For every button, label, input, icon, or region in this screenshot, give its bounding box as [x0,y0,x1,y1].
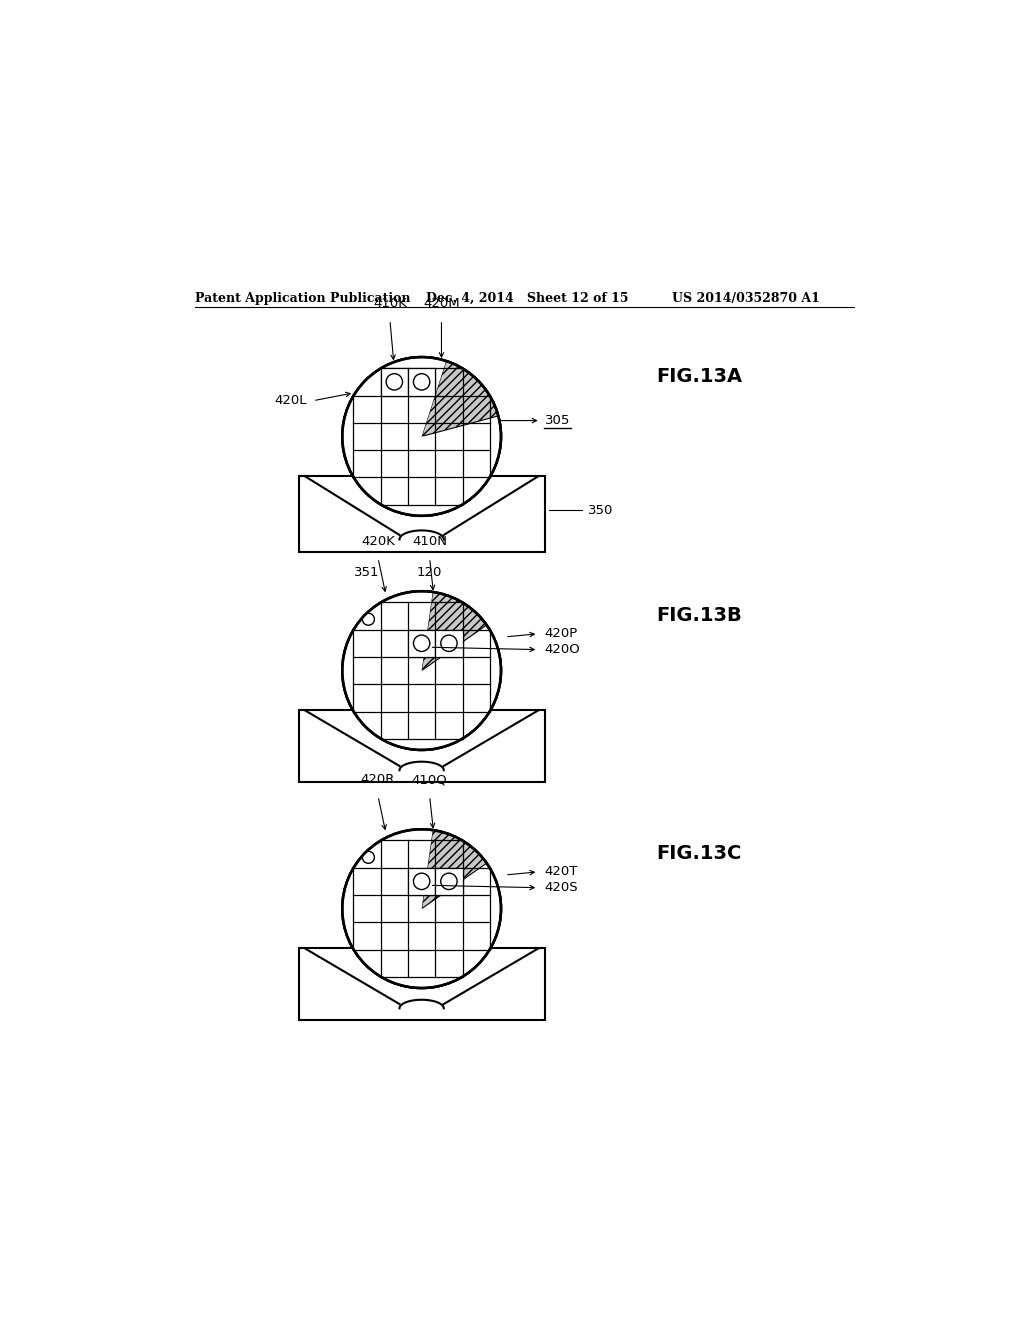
Text: 420R: 420R [360,774,395,787]
Bar [299,477,545,552]
Circle shape [342,829,501,987]
Circle shape [342,358,501,516]
Wedge shape [422,830,486,908]
Bar [408,867,435,895]
Wedge shape [342,591,433,671]
Text: 410Q: 410Q [412,774,447,787]
Text: 120: 120 [417,566,442,578]
Wedge shape [342,437,501,516]
Wedge shape [422,360,499,437]
Text: 350: 350 [588,503,613,516]
Circle shape [342,591,501,750]
Bar [299,710,545,781]
Text: 305: 305 [545,414,570,428]
Text: US 2014/0352870 A1: US 2014/0352870 A1 [672,292,819,305]
Text: 420L: 420L [274,395,307,408]
Bar [435,630,463,657]
Text: 420P: 420P [545,627,578,640]
Text: 410N: 410N [412,536,447,548]
Circle shape [342,591,501,750]
Circle shape [342,829,501,987]
Wedge shape [342,358,446,437]
Circle shape [362,851,375,863]
Text: 420M: 420M [423,297,460,310]
Bar [408,368,435,396]
Bar [299,948,545,1020]
Text: 420S: 420S [545,882,579,894]
Bar [435,867,463,895]
Text: 420K: 420K [361,536,395,548]
Wedge shape [342,908,501,987]
Wedge shape [342,829,433,908]
Text: FIG.13C: FIG.13C [656,843,742,862]
Circle shape [342,358,501,516]
Circle shape [362,614,375,626]
Text: 420O: 420O [545,643,581,656]
Wedge shape [422,591,486,671]
Bar [408,630,435,657]
Text: Dec. 4, 2014   Sheet 12 of 15: Dec. 4, 2014 Sheet 12 of 15 [426,292,628,305]
Text: FIG.13A: FIG.13A [656,367,742,387]
Text: 410K: 410K [373,297,407,310]
Text: FIG.13B: FIG.13B [656,606,742,624]
Bar [381,368,408,396]
Text: 351: 351 [353,566,379,578]
Text: 420T: 420T [545,866,578,878]
Wedge shape [342,671,501,750]
Text: Patent Application Publication: Patent Application Publication [196,292,411,305]
